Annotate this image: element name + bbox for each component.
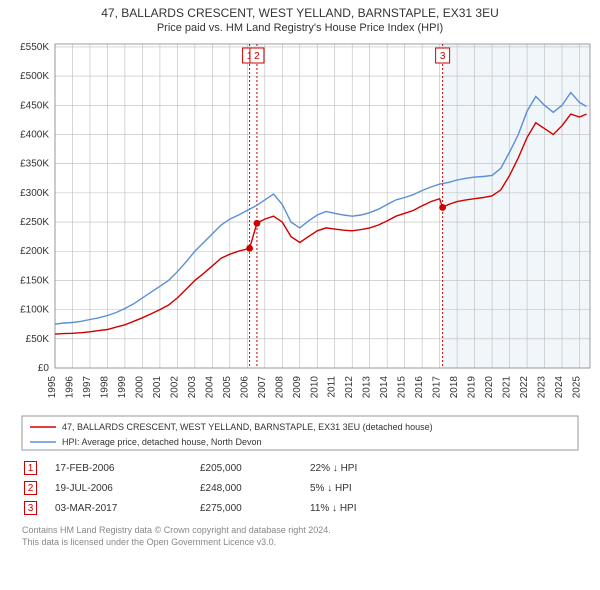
x-tick-label: 2005 xyxy=(222,376,233,399)
sale-marker-badge: 2 xyxy=(24,481,37,495)
sale-hpi-diff: 22% ↓ HPI xyxy=(310,463,430,474)
y-tick-label: £400K xyxy=(20,129,49,140)
sale-marker-badge: 3 xyxy=(24,501,37,515)
x-tick-label: 2018 xyxy=(449,376,460,399)
x-tick-label: 2016 xyxy=(414,376,425,399)
y-tick-label: £300K xyxy=(20,188,49,199)
price-chart: £0 £50K £100K £150K £200K £250K £300K £350K £400… xyxy=(0,34,600,414)
footer-line: Contains HM Land Registry data © Crown c… xyxy=(22,524,578,536)
x-tick-label: 2009 xyxy=(292,376,303,399)
x-tick-label: 2015 xyxy=(397,376,408,399)
x-tick-label: 2008 xyxy=(274,376,285,399)
title-subtitle: Price paid vs. HM Land Registry's House … xyxy=(0,22,600,34)
title-address: 47, BALLARDS CRESCENT, WEST YELLAND, BAR… xyxy=(0,6,600,20)
table-row: 3 03-MAR-2017 £275,000 11% ↓ HPI xyxy=(22,498,578,518)
sale-date: 17-FEB-2006 xyxy=(55,463,200,474)
x-tick-label: 1998 xyxy=(99,376,110,399)
attribution-footer: Contains HM Land Registry data © Crown c… xyxy=(22,524,578,548)
x-tick-label: 1997 xyxy=(82,376,93,399)
x-tick-label: 1999 xyxy=(117,376,128,399)
x-tick-label: 2011 xyxy=(327,376,338,398)
y-tick-label: £550K xyxy=(20,42,49,53)
y-tick-label: £100K xyxy=(20,305,49,316)
sale-price: £275,000 xyxy=(200,503,310,514)
x-tick-label: 2022 xyxy=(519,376,530,399)
legend-item-label: HPI: Average price, detached house, Nort… xyxy=(62,437,261,447)
sale-price: £248,000 xyxy=(200,483,310,494)
y-tick-label: £450K xyxy=(20,100,49,111)
x-tick-label: 1995 xyxy=(47,376,58,399)
x-tick-label: 2002 xyxy=(169,376,180,399)
x-tick-label: 2023 xyxy=(537,376,548,399)
x-tick-label: 2003 xyxy=(187,376,198,399)
x-tick-label: 2017 xyxy=(432,376,443,399)
x-tick-label: 2021 xyxy=(502,376,513,399)
table-row: 1 17-FEB-2006 £205,000 22% ↓ HPI xyxy=(22,458,578,478)
x-tick-label: 2025 xyxy=(572,376,583,399)
x-tick-label: 2013 xyxy=(362,376,373,399)
table-row: 2 19-JUL-2006 £248,000 5% ↓ HPI xyxy=(22,478,578,498)
title-block: 47, BALLARDS CRESCENT, WEST YELLAND, BAR… xyxy=(0,0,600,34)
chart-sale-marker-number: 3 xyxy=(440,51,446,62)
x-tick-label: 2012 xyxy=(344,376,355,399)
y-tick-label: £500K xyxy=(20,71,49,82)
sale-date: 19-JUL-2006 xyxy=(55,483,200,494)
footer-line: This data is licensed under the Open Gov… xyxy=(22,536,578,548)
legend-item-label: 47, BALLARDS CRESCENT, WEST YELLAND, BAR… xyxy=(62,422,433,432)
x-tick-label: 1996 xyxy=(64,376,75,399)
y-tick-label: £150K xyxy=(20,275,49,286)
y-tick-label: £200K xyxy=(20,246,49,257)
sale-hpi-diff: 11% ↓ HPI xyxy=(310,503,430,514)
sale-hpi-diff: 5% ↓ HPI xyxy=(310,483,430,494)
y-tick-label: £350K xyxy=(20,159,49,170)
sale-price: £205,000 xyxy=(200,463,310,474)
x-tick-label: 2007 xyxy=(257,376,268,399)
x-tick-label: 2006 xyxy=(239,376,250,399)
figure-root: 47, BALLARDS CRESCENT, WEST YELLAND, BAR… xyxy=(0,0,600,590)
x-tick-label: 2001 xyxy=(152,376,163,399)
y-tick-label: £250K xyxy=(20,217,49,228)
chart-sale-marker-number: 2 xyxy=(254,51,260,62)
y-tick-label: £50K xyxy=(26,334,50,345)
sale-date: 03-MAR-2017 xyxy=(55,503,200,514)
x-tick-label: 2014 xyxy=(379,376,390,399)
x-tick-label: 2024 xyxy=(554,376,565,399)
y-tick-label: £0 xyxy=(38,363,50,374)
sales-table: 1 17-FEB-2006 £205,000 22% ↓ HPI 2 19-JU… xyxy=(22,458,578,518)
x-tick-label: 2019 xyxy=(467,376,478,399)
x-tick-label: 2004 xyxy=(204,376,215,399)
sale-marker-badge: 1 xyxy=(24,461,37,475)
x-tick-label: 2000 xyxy=(134,376,145,399)
x-tick-label: 2010 xyxy=(309,376,320,399)
x-tick-label: 2020 xyxy=(484,376,495,399)
legend: 47, BALLARDS CRESCENT, WEST YELLAND, BAR… xyxy=(0,414,600,454)
